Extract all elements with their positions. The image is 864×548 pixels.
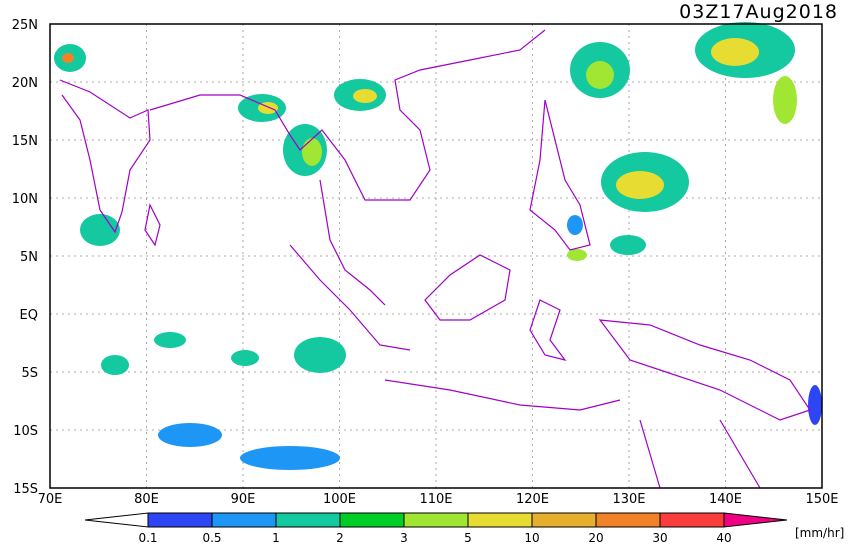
colorbar-label: 3 bbox=[400, 531, 408, 544]
lon-label: 90E bbox=[231, 492, 256, 507]
lon-label: 100E bbox=[323, 492, 356, 507]
lon-label: 70E bbox=[38, 492, 63, 507]
grid bbox=[50, 24, 822, 488]
colorbar-label: 5 bbox=[464, 531, 472, 544]
colorbar-bin bbox=[147, 512, 213, 528]
rain-areas bbox=[54, 22, 822, 470]
colorbar-label: 40 bbox=[716, 531, 731, 544]
colorbar-label: 2 bbox=[336, 531, 344, 544]
coastlines bbox=[59, 29, 811, 489]
colorbar-bin bbox=[275, 512, 341, 528]
lat-label: 10N bbox=[12, 192, 38, 207]
map-title: 03Z17Aug2018 bbox=[679, 1, 838, 23]
colorbar-unit: [mm/hr] bbox=[795, 526, 844, 540]
colorbar-bin bbox=[403, 512, 469, 528]
colorbar: 0.1 0.5 1 2 3 5 10 20 30 40 bbox=[84, 512, 788, 545]
lat-label: 5N bbox=[20, 250, 38, 265]
colorbar-bin bbox=[467, 512, 533, 528]
colorbar-bin bbox=[339, 512, 405, 528]
lat-label: 5S bbox=[21, 366, 38, 381]
lat-label: 20N bbox=[12, 76, 38, 91]
colorbar-label: 0.1 bbox=[138, 531, 157, 544]
lon-label: 130E bbox=[612, 492, 645, 507]
colorbar-label: 30 bbox=[652, 531, 667, 544]
lon-label: 110E bbox=[419, 492, 452, 507]
map-frame bbox=[49, 23, 823, 489]
colorbar-bin bbox=[659, 512, 725, 528]
colorbar-label: 0.5 bbox=[202, 531, 221, 544]
lat-label: 15S bbox=[13, 482, 38, 497]
colorbar-bin bbox=[211, 512, 277, 528]
lat-label: 10S bbox=[13, 424, 38, 439]
lon-label: 120E bbox=[516, 492, 549, 507]
colorbar-bin bbox=[595, 512, 661, 528]
colorbar-under bbox=[84, 512, 149, 528]
colorbar-over bbox=[723, 512, 788, 528]
lon-label: 140E bbox=[709, 492, 742, 507]
colorbar-label: 20 bbox=[588, 531, 603, 544]
lon-label: 80E bbox=[134, 492, 159, 507]
colorbar-label: 1 bbox=[272, 531, 280, 544]
lat-label: 15N bbox=[12, 134, 38, 149]
colorbar-label: 10 bbox=[524, 531, 539, 544]
lat-label: 25N bbox=[12, 18, 38, 33]
lon-label: 150E bbox=[805, 492, 838, 507]
lat-label: EQ bbox=[20, 308, 38, 323]
colorbar-bin bbox=[531, 512, 597, 528]
